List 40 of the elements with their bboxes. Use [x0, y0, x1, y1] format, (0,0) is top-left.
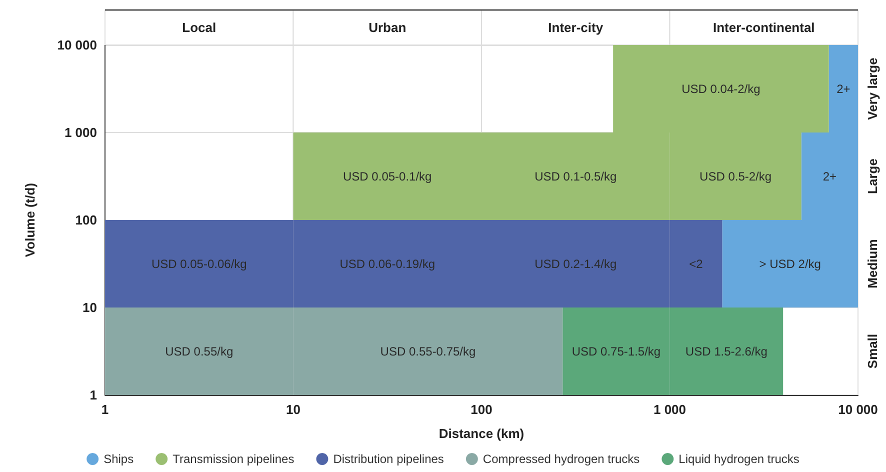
text: 1 — [90, 388, 97, 402]
x-tick-label: 1 000 — [653, 402, 686, 417]
legend-label: Liquid hydrogen trucks — [678, 452, 800, 466]
data-label: USD 0.2-1.4/kg — [534, 256, 617, 271]
x-axis-title: Distance (km) — [438, 426, 524, 441]
data-label: 2+ — [836, 82, 850, 96]
text: 10 000 — [57, 38, 97, 52]
data-label: USD 1.5-2.6/kg — [685, 344, 768, 358]
text: 1 000 — [64, 125, 97, 140]
data-label: USD 0.5-2/kg — [700, 169, 772, 184]
text: 100 — [75, 212, 97, 228]
data-label: USD 0.1-0.5/kg — [534, 169, 617, 184]
data-label: USD 0.75-1.5/kg — [572, 344, 661, 358]
x-tick-label: 1 — [101, 402, 109, 417]
data-label: > USD 2/kg — [759, 256, 821, 271]
legend-label: Ships — [104, 452, 134, 466]
band-label: Urban — [368, 20, 406, 35]
data-label: <2 — [689, 256, 704, 271]
band-label: Inter-city — [548, 20, 604, 35]
x-tick-label: 10 — [286, 402, 300, 417]
data-label: USD 0.55/kg — [165, 344, 234, 358]
data-label: USD 0.05-0.06/kg — [151, 256, 247, 271]
x-tick-label: 100 — [470, 402, 492, 417]
data-label: 2+ — [822, 169, 837, 184]
y-axis-title: Volume (t/d) — [22, 182, 38, 258]
legend-label: Transmission pipelines — [172, 452, 294, 466]
legend-label: Distribution pipelines — [333, 452, 444, 466]
data-label: USD 0.06-0.19/kg — [340, 256, 436, 271]
y-tick-label: Small — [865, 334, 880, 369]
band-label: Inter-continental — [712, 20, 815, 35]
y-tick-label: Very large — [865, 58, 880, 120]
y-tick-label: Medium — [865, 239, 880, 288]
y-tick-label: Large — [865, 158, 880, 194]
data-label: USD 0.04-2/kg — [682, 82, 760, 96]
data-label: USD 0.05-0.1/kg — [343, 169, 432, 184]
x-tick-label: 10 000 — [838, 402, 878, 417]
legend-label: Compressed hydrogen trucks — [482, 452, 640, 466]
data-label: USD 0.55-0.75/kg — [380, 344, 476, 358]
band-label: Local — [182, 20, 216, 35]
text: 10 — [82, 300, 97, 315]
